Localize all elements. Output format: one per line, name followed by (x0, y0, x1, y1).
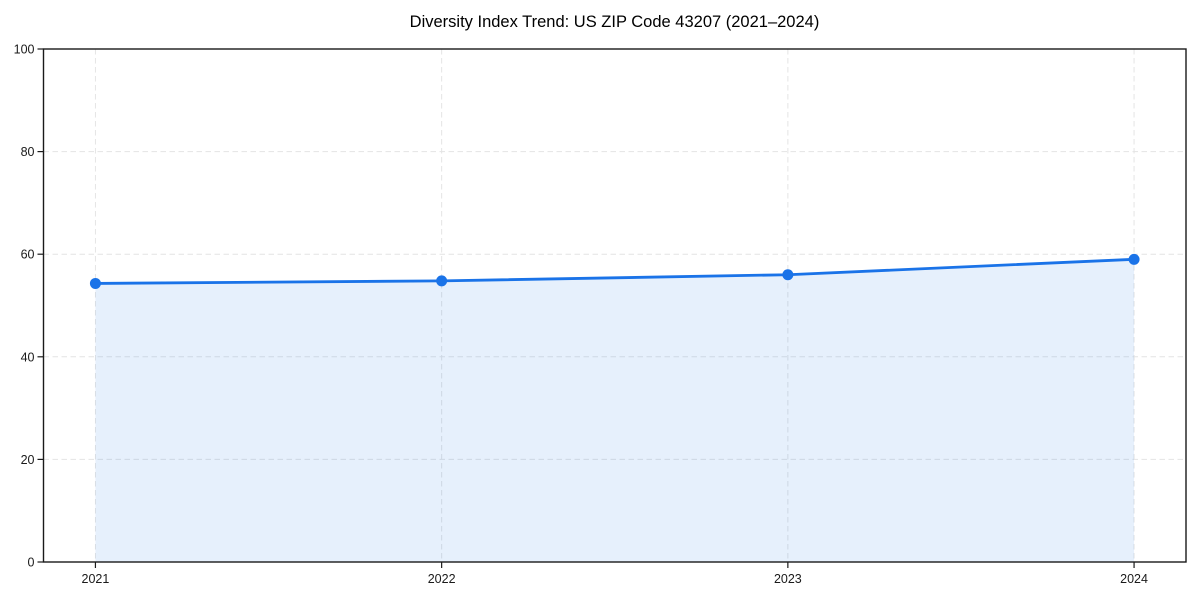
y-tick-label: 60 (21, 248, 35, 262)
data-point-2021 (89, 277, 101, 289)
data-point-2022 (436, 275, 448, 287)
trend-line (94, 257, 1136, 285)
chart-title: Diversity Index Trend: US ZIP Code 43207… (409, 13, 820, 31)
x-tick-label: 2022 (428, 572, 456, 586)
x-tick-label: 2024 (1120, 572, 1148, 586)
data-point-2024 (1128, 253, 1140, 265)
x-tick-label: 2021 (82, 572, 110, 586)
data-point-2023 (782, 269, 794, 281)
y-tick-label: 80 (21, 145, 35, 159)
y-tick-label: 20 (21, 453, 35, 467)
axis-spines (42, 48, 1187, 563)
y-tick-label: 100 (14, 43, 35, 57)
area-fill (95, 259, 1135, 562)
y-tick-label: 40 (21, 350, 35, 364)
x-tick-label: 2023 (774, 572, 802, 586)
y-tick-label: 0 (28, 556, 35, 570)
